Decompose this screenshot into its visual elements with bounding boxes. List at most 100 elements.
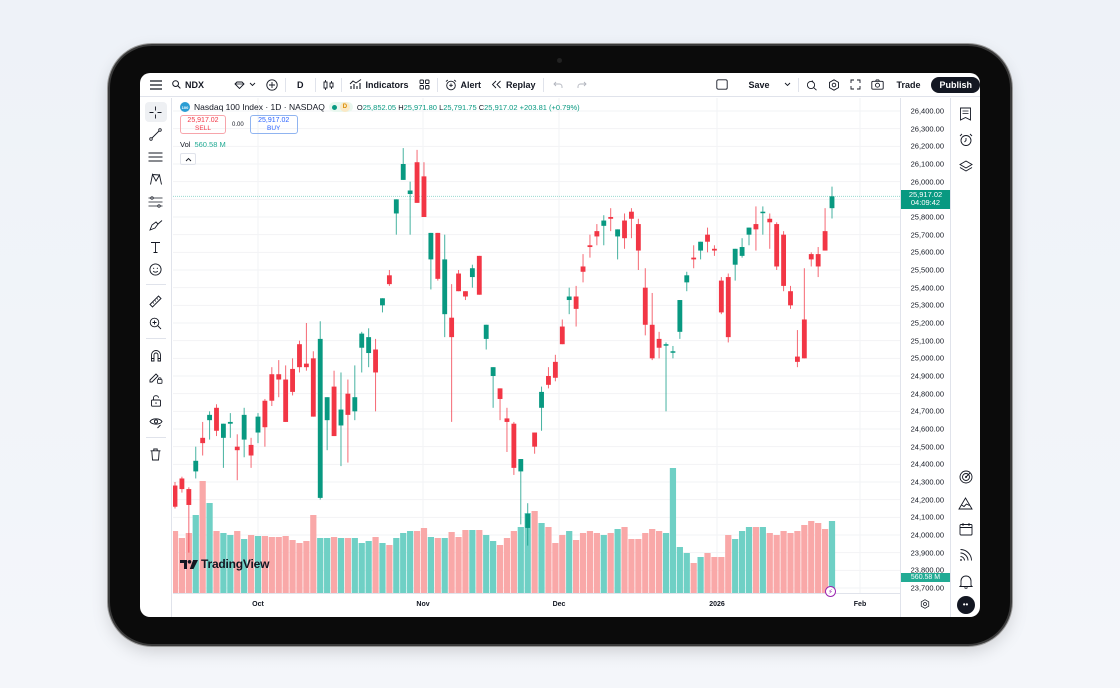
hamburger-icon — [150, 79, 162, 90]
collapse-legend-button[interactable] — [180, 153, 196, 165]
trend-line-tool[interactable] — [145, 125, 167, 145]
price-tick: 25,200.00 — [910, 318, 944, 328]
price-tick: 26,200.00 — [910, 141, 944, 151]
save-options-button[interactable] — [779, 73, 796, 97]
time-axis[interactable]: Oct Nov Dec 2026 Feb — [173, 593, 900, 617]
time-tick: Feb — [853, 601, 867, 608]
divider — [798, 77, 800, 92]
sell-button[interactable]: 25,917.02 SELL — [180, 115, 226, 134]
buy-button[interactable]: 25,917.02 BUY — [249, 115, 298, 134]
mountain-icon — [958, 496, 973, 509]
indicators-button[interactable]: Indicators — [344, 73, 414, 97]
spread-value: 0.00 — [232, 121, 244, 128]
measure-tool[interactable] — [145, 291, 167, 311]
chevron-down-icon — [785, 82, 791, 87]
brush-tool[interactable] — [145, 215, 167, 235]
quick-search-button[interactable] — [801, 73, 823, 97]
hide-drawings-tool[interactable] — [145, 413, 167, 433]
fullscreen-button[interactable] — [845, 73, 866, 97]
magnet-icon — [150, 349, 161, 361]
price-tick: 24,500.00 — [910, 442, 944, 452]
horizontal-lines-tool[interactable] — [145, 147, 167, 167]
divider — [436, 77, 438, 92]
volume-label: Vol — [180, 140, 191, 149]
ruler-icon — [149, 294, 162, 308]
save-button[interactable]: Save — [738, 73, 779, 97]
price-axis[interactable]: 26,400.00 26,300.00 26,200.00 26,100.00 26,0… — [900, 98, 950, 617]
magnet-tool[interactable] — [145, 345, 167, 365]
tradingview-screen: NDX D Indicators — [140, 73, 980, 617]
price-tick: 24,700.00 — [910, 406, 944, 416]
undo-button[interactable] — [546, 73, 570, 97]
parallel-lines-icon — [148, 152, 163, 162]
news-stream-button[interactable] — [955, 543, 977, 567]
axis-settings-button[interactable] — [920, 596, 930, 614]
price-tick: 25,000.00 — [910, 353, 944, 363]
signal-icon — [959, 549, 972, 561]
compare-button[interactable] — [261, 73, 283, 97]
ideas-button[interactable] — [955, 491, 977, 515]
layout-select-button[interactable] — [706, 73, 738, 97]
alarm-clock-icon — [959, 133, 972, 146]
alerts-panel-button[interactable] — [955, 128, 977, 152]
price-tick: 24,800.00 — [910, 389, 944, 399]
alert-button[interactable]: Alert — [440, 73, 487, 97]
divider — [542, 77, 544, 92]
more-button[interactable]: •• — [955, 593, 977, 617]
more-dots-icon: •• — [956, 596, 975, 614]
price-tick: 24,000.00 — [910, 530, 944, 540]
notifications-button[interactable] — [955, 569, 977, 593]
tradingview-watermark[interactable]: TradingView — [180, 557, 269, 571]
lock-drawing-tool[interactable] — [145, 368, 167, 388]
chart-type-button[interactable] — [318, 73, 339, 97]
camera-icon — [871, 79, 885, 90]
save-label: Save — [748, 79, 770, 90]
quick-trade-panel: 25,917.02 SELL 0.00 25,917.02 BUY — [180, 115, 298, 134]
front-camera — [557, 58, 562, 63]
sell-label: SELL — [195, 124, 211, 132]
symbol-title[interactable]: Nasdaq 100 Index · 1D · NASDAQ — [194, 102, 325, 112]
snapshot-button[interactable] — [866, 73, 889, 97]
price-chart[interactable] — [173, 98, 900, 593]
grid-icon — [419, 79, 429, 90]
price-tick: 24,300.00 — [910, 477, 944, 487]
replay-label: Replay — [506, 79, 536, 90]
fullscreen-icon — [851, 79, 861, 90]
text-tool[interactable] — [145, 237, 167, 257]
open-label: O — [356, 102, 363, 112]
buy-price: 25,917.02 — [258, 116, 290, 124]
trade-button[interactable]: Trade — [889, 73, 927, 97]
publish-button[interactable]: Publish — [931, 76, 980, 93]
crosshair-icon — [149, 106, 162, 118]
lock-all-tool[interactable] — [145, 390, 167, 410]
symbol-search[interactable]: NDX — [167, 73, 229, 97]
symbol-label: NDX — [185, 79, 205, 90]
price-tick: 25,600.00 — [910, 247, 944, 257]
price-tick: 26,300.00 — [910, 124, 944, 134]
watchlist-button[interactable] — [955, 102, 977, 126]
crosshair-tool[interactable] — [144, 102, 167, 122]
volume-legend[interactable]: Vol 560.58 M — [180, 140, 226, 149]
price-tick: 25,700.00 — [910, 230, 944, 240]
last-price: 25,917.02 — [908, 190, 943, 199]
interval-button[interactable]: D — [288, 73, 313, 97]
replay-button[interactable]: Replay — [486, 73, 541, 97]
calendar-button[interactable] — [955, 517, 977, 541]
watermark-text: TradingView — [201, 557, 270, 571]
screener-button[interactable] — [955, 465, 977, 489]
zoom-in-tool[interactable] — [145, 314, 167, 334]
remove-drawings-tool[interactable] — [145, 444, 167, 464]
pattern-tool[interactable] — [145, 170, 167, 190]
close-label: C — [478, 102, 485, 112]
object-tree-button[interactable] — [955, 154, 977, 178]
redo-button[interactable] — [570, 73, 594, 97]
market-status[interactable]: D — [328, 102, 353, 112]
events-lightning-icon[interactable]: ⚡ — [825, 586, 836, 597]
right-sidebar: •• — [950, 98, 980, 617]
emoji-tool[interactable] — [145, 260, 167, 280]
fib-tool[interactable] — [145, 192, 167, 212]
settings-button[interactable] — [823, 73, 845, 97]
menu-button[interactable] — [140, 73, 167, 97]
layouts-button[interactable] — [414, 73, 435, 97]
symbol-type-dropdown[interactable] — [229, 73, 261, 97]
